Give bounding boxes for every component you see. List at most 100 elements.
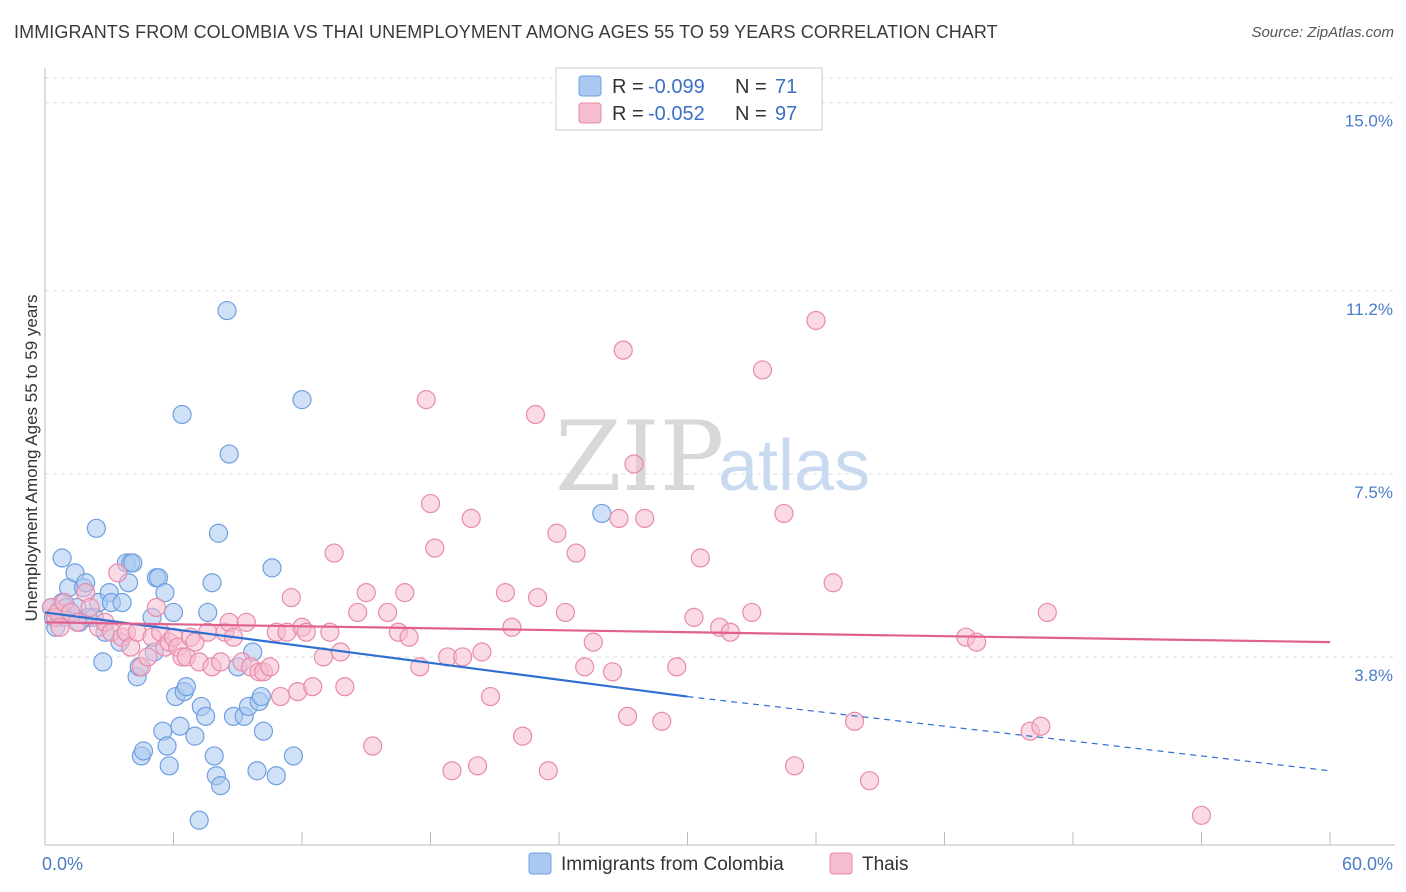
- grid-lines: [45, 77, 1395, 658]
- bottom-legend-swatch-thai: [829, 852, 853, 875]
- point-colombia: [253, 721, 274, 741]
- point-thai: [859, 771, 880, 791]
- point-colombia: [155, 583, 175, 603]
- x-tick-label-max: 60.0%: [1342, 854, 1393, 874]
- x-tick-label-min: 0.0%: [42, 854, 83, 874]
- point-thai: [468, 756, 488, 776]
- point-thai: [512, 726, 533, 746]
- point-thai: [525, 404, 546, 425]
- point-thai: [583, 632, 603, 652]
- point-thai: [527, 587, 548, 608]
- chart-source: Source: ZipAtlas.com: [1251, 24, 1394, 41]
- series-colombia: [41, 300, 612, 830]
- point-thai: [635, 508, 655, 529]
- point-thai: [784, 756, 805, 776]
- point-colombia: [159, 756, 179, 776]
- point-thai: [378, 602, 398, 623]
- point-thai: [356, 583, 376, 603]
- point-thai: [555, 602, 576, 623]
- point-colombia: [211, 776, 231, 796]
- trend-line-colombia: [44, 611, 688, 698]
- bottom-legend-swatch-colombia: [528, 852, 552, 875]
- point-colombia: [86, 518, 107, 538]
- point-thai: [348, 602, 368, 623]
- trend-line-thai: [44, 621, 1331, 644]
- point-thai: [538, 761, 558, 781]
- legend-n-label-thai: N =: [735, 103, 767, 125]
- point-colombia: [176, 677, 196, 697]
- point-thai: [335, 677, 355, 697]
- point-colombia: [172, 404, 192, 425]
- x-tick-labels: 0.0% 60.0%: [42, 854, 1393, 874]
- point-thai: [80, 597, 100, 618]
- point-thai: [270, 686, 291, 707]
- point-thai: [425, 538, 445, 558]
- point-colombia: [204, 746, 224, 766]
- point-colombia: [219, 444, 239, 464]
- point-colombia: [262, 558, 282, 578]
- point-thai: [138, 647, 158, 667]
- point-thai: [752, 360, 773, 380]
- point-colombia: [185, 726, 205, 746]
- point-thai: [575, 657, 595, 677]
- point-thai: [453, 647, 473, 667]
- y-tick-labels: 3.8% 7.5% 11.2% 15.0%: [1345, 112, 1393, 685]
- point-colombia: [189, 810, 209, 830]
- point-thai: [395, 583, 415, 603]
- point-colombia: [217, 300, 237, 321]
- point-thai: [1037, 602, 1057, 623]
- point-colombia: [123, 553, 143, 573]
- point-thai: [399, 627, 419, 647]
- point-thai: [823, 573, 843, 593]
- point-colombia: [52, 548, 72, 568]
- point-thai: [236, 612, 256, 632]
- point-colombia: [170, 716, 190, 736]
- point-thai: [211, 652, 231, 672]
- legend-r-value-colombia: -0.099: [648, 76, 705, 98]
- axes: [44, 68, 1395, 846]
- point-colombia: [198, 602, 218, 623]
- y-tick-label: 15.0%: [1345, 112, 1393, 131]
- point-thai: [1191, 805, 1212, 825]
- watermark-atlas: atlas: [718, 426, 870, 506]
- point-thai: [495, 583, 516, 603]
- point-colombia: [592, 503, 612, 524]
- point-thai: [613, 340, 633, 360]
- point-thai: [547, 523, 567, 543]
- trend-lines: [44, 611, 1331, 772]
- point-colombia: [292, 390, 312, 410]
- point-thai: [624, 454, 644, 474]
- point-colombia: [196, 706, 216, 726]
- point-colombia: [283, 746, 304, 766]
- point-thai: [324, 543, 344, 563]
- point-thai: [1031, 716, 1051, 736]
- bottom-legend-label-thai: Thais: [862, 854, 908, 875]
- point-thai: [806, 310, 826, 331]
- legend-swatch-thai: [578, 102, 602, 124]
- chart-title: IMMIGRANTS FROM COLOMBIA VS THAI UNEMPLO…: [14, 22, 998, 42]
- point-thai: [146, 597, 166, 618]
- point-thai: [774, 503, 794, 524]
- point-thai: [690, 548, 710, 568]
- point-colombia: [208, 523, 229, 543]
- point-colombia: [202, 573, 222, 593]
- point-thai: [844, 711, 865, 731]
- point-thai: [260, 657, 280, 677]
- point-thai: [652, 711, 672, 731]
- legend-n-value-thai: 97: [775, 103, 797, 125]
- legend: R = -0.099 N = 71 R = -0.052 N = 97: [555, 67, 823, 131]
- point-colombia: [251, 686, 271, 707]
- point-thai: [416, 390, 436, 410]
- legend-n-value-colombia: 71: [775, 76, 797, 98]
- legend-swatch-colombia: [578, 75, 602, 97]
- point-thai: [602, 662, 623, 682]
- legend-r-label-thai: R =: [612, 103, 644, 125]
- point-colombia: [163, 602, 184, 623]
- bottom-legend-label-colombia: Immigrants from Colombia: [561, 854, 784, 875]
- point-thai: [461, 508, 481, 529]
- point-thai: [296, 622, 316, 642]
- legend-r-label-colombia: R =: [612, 76, 644, 98]
- point-thai: [50, 617, 70, 637]
- point-thai: [617, 706, 638, 726]
